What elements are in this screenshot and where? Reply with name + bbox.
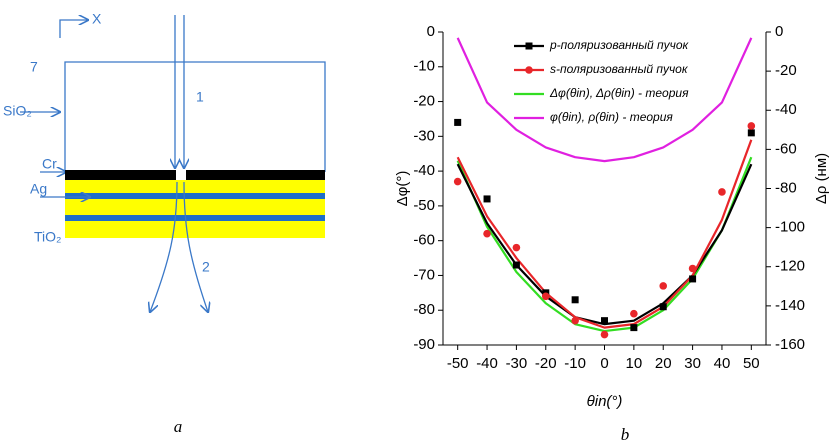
beam-out xyxy=(150,181,178,312)
series-line xyxy=(456,139,753,329)
point xyxy=(541,292,550,301)
point xyxy=(630,324,638,332)
point xyxy=(718,188,726,196)
y-tick-label: -50 xyxy=(413,197,435,214)
series-line xyxy=(456,163,753,326)
caption: b xyxy=(621,425,630,444)
x-tick-label: -40 xyxy=(476,355,498,372)
layer xyxy=(65,180,325,193)
point xyxy=(571,296,579,304)
point xyxy=(483,195,491,203)
y-tick-label: -20 xyxy=(413,93,435,110)
point xyxy=(659,303,667,311)
layer-label: SiO₂ xyxy=(3,103,32,119)
y-tick-label: -30 xyxy=(413,127,435,144)
point xyxy=(512,261,520,269)
cr-layer xyxy=(65,170,176,180)
point xyxy=(688,264,697,273)
y2-tick-label: -40 xyxy=(775,101,797,118)
substrate-outline xyxy=(64,61,326,172)
series-line xyxy=(456,37,753,163)
y2-axis-label: Δρ (нм) xyxy=(813,153,830,204)
chart: 0 -10 -20 -30 -40 -50 -60 -70 -80 -90 0 -20 -40 -60 -8… xyxy=(394,23,830,410)
y2-tick-label: -160 xyxy=(775,336,805,353)
x-tick-label: 50 xyxy=(743,355,760,372)
x-tick-label: 30 xyxy=(684,355,701,372)
y-tick-label: -70 xyxy=(413,266,435,283)
point xyxy=(600,330,609,339)
x-tick-label: 10 xyxy=(626,355,643,372)
layer xyxy=(65,215,325,221)
y2-tick-label: -20 xyxy=(775,62,797,79)
x-tick-label: -20 xyxy=(535,355,557,372)
cr-layer xyxy=(186,170,325,180)
point xyxy=(453,177,462,186)
legend-label: s-поляризованный пучок xyxy=(550,62,689,76)
y-tick-label: -80 xyxy=(413,301,435,318)
y2-tick-label: -80 xyxy=(775,179,797,196)
axis-label: 7 xyxy=(30,59,38,75)
y2-tick-label: 0 xyxy=(775,23,783,40)
x-tick-label: 40 xyxy=(714,355,731,372)
point xyxy=(747,129,755,137)
y2-tick-label: -120 xyxy=(775,258,805,275)
point xyxy=(747,122,756,130)
y-tick-label: -40 xyxy=(413,162,435,179)
beam-out xyxy=(183,181,208,312)
x-tick-label: -10 xyxy=(564,355,586,372)
layer-label: Ag xyxy=(30,181,47,197)
beam-label: 1 xyxy=(196,89,204,105)
x-tick-label: 20 xyxy=(655,355,672,372)
x-tick-label: -30 xyxy=(506,355,528,372)
axis-label: X xyxy=(92,11,102,27)
caption: a xyxy=(174,417,183,436)
y-tick-label: 0 xyxy=(427,23,435,40)
beam-label: 2 xyxy=(202,259,210,275)
axes-arrow xyxy=(59,20,88,38)
layer xyxy=(65,221,325,238)
legend-label: φ(θin), ρ(θin) - теория xyxy=(550,110,673,124)
x-tick-label: -50 xyxy=(447,355,469,372)
layer-label: Cr xyxy=(42,156,57,172)
layer xyxy=(65,193,325,199)
layer xyxy=(65,199,325,215)
legend-marker xyxy=(525,42,533,50)
legend-marker xyxy=(525,66,533,74)
layer-label: TiO₂ xyxy=(34,229,61,245)
point xyxy=(483,229,491,238)
point xyxy=(689,275,697,283)
y-tick-label: -90 xyxy=(413,336,435,353)
x-axis-label: θin(°) xyxy=(587,393,623,410)
point xyxy=(454,118,462,126)
legend-label: p-поляризованный пучок xyxy=(549,38,690,52)
point xyxy=(601,317,608,325)
x-tick-label: 0 xyxy=(600,355,608,372)
point xyxy=(512,243,521,252)
y2-tick-label: -100 xyxy=(775,219,805,236)
point xyxy=(571,316,579,325)
point xyxy=(659,282,668,290)
y-tick-label: -60 xyxy=(413,232,435,249)
y2-tick-label: -140 xyxy=(775,297,805,314)
point xyxy=(630,309,638,318)
y-tick-label: -10 xyxy=(413,58,435,75)
diagram xyxy=(20,15,326,172)
y2-tick-label: -60 xyxy=(775,140,797,157)
legend-label: Δφ(θin), Δρ(θin) - теория xyxy=(549,86,689,100)
y-axis-label: Δφ(°) xyxy=(394,171,411,207)
